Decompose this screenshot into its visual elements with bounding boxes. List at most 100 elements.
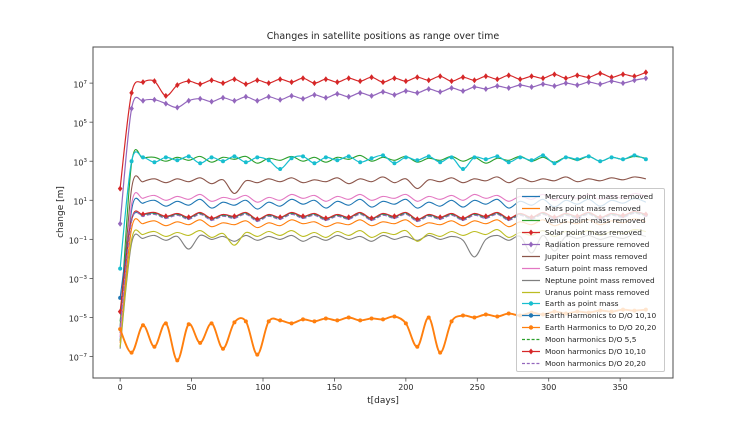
legend-line-icon [522,241,540,248]
series-marker [232,154,237,159]
legend-line-icon [522,279,540,281]
series-marker [460,74,466,81]
series-marker [449,155,454,160]
series-marker [152,96,157,103]
series-marker [197,95,203,102]
series-marker [289,156,294,161]
series-marker [243,93,249,100]
legend-label: Earth as point mass [545,299,619,309]
series-marker [438,160,443,165]
y-tick-label: 105 [73,118,87,129]
series-line [119,148,647,328]
series-marker [609,155,614,160]
series-marker [232,320,237,325]
series-marker [289,92,294,99]
series-marker [403,87,409,94]
legend-label: Jupiter point mass removed [545,251,648,261]
series-marker [358,160,363,165]
series-marker [335,318,340,323]
legend-line-icon [522,362,540,365]
series-marker [186,78,192,85]
series-marker [461,167,465,172]
legend-item: Moon harmonics D/O 20,20 [521,357,660,369]
series-marker [266,319,271,324]
series-marker [449,85,454,92]
series-marker [289,321,294,326]
series-marker [140,97,146,104]
series-marker [312,91,317,98]
series-marker [209,215,214,222]
y-tick-label: 101 [73,196,87,207]
series-marker [414,74,420,81]
y-tick-label: 103 [73,157,87,168]
legend-item: Moon harmonics D/O 10,10 [521,346,660,358]
series-marker [152,344,157,349]
series-marker [357,78,363,85]
series-marker [209,98,214,105]
series-marker [277,76,283,83]
series-marker [403,78,409,85]
series-marker [403,155,408,160]
legend-item: Earth Harmonics to D/O 20,20 [521,322,660,334]
series-marker [323,94,329,101]
legend-item: Uranus point mass removed [521,286,660,298]
series-marker [506,85,512,92]
series-marker [323,76,329,83]
series-marker [254,77,260,84]
series-marker [141,323,145,328]
series-marker [392,91,397,98]
series-marker [381,317,385,322]
series-marker [334,90,340,97]
series-marker [563,155,568,160]
series-marker [255,352,260,357]
series-marker [437,214,443,221]
legend-label: Solar point mass removed [545,228,642,238]
series-marker [540,81,546,88]
series-marker [438,350,443,355]
x-tick-label: 200 [398,383,414,392]
series-marker [186,214,192,221]
series-marker [380,88,386,95]
series-marker [346,315,351,320]
series-marker [461,313,465,318]
legend-line-icon [522,208,540,210]
series-marker [529,84,534,91]
x-tick-label: 150 [326,383,343,392]
series-marker [335,158,340,163]
series-marker [620,71,626,78]
legend-item: Neptune point mass removed [521,274,660,286]
series-marker [609,74,614,81]
series-marker [426,315,431,320]
legend-line-icon [522,348,540,355]
legend-label: Mercury point mass removed [545,192,654,202]
legend-line-icon [522,267,540,269]
series-marker [301,317,305,322]
series-marker [598,159,603,164]
series-marker [506,72,512,79]
legend-label: Moon harmonics D/O 20,20 [545,358,646,368]
series-marker [392,213,397,220]
series-marker [643,69,649,76]
series-marker [163,321,168,326]
series-marker [426,154,431,159]
legend-line-icon [522,255,540,257]
series-marker [415,158,420,163]
series-marker [266,80,272,87]
x-tick-label: 300 [541,383,557,392]
series-marker [209,321,214,326]
x-tick-label: 350 [612,383,628,392]
series-marker [609,78,614,85]
series-marker [517,82,523,89]
series-marker [152,78,157,85]
series-marker [266,93,272,100]
series-marker [163,100,169,107]
legend-item: Venus point mass removed [521,215,660,227]
legend-label: Earth Harmonics to D/O 20,20 [545,323,657,333]
series-marker [574,82,580,89]
series-marker [254,216,260,223]
legend-label: Radiation pressure removed [545,240,650,249]
series-marker [129,159,134,164]
x-axis-label: t[days] [367,396,399,406]
series-marker [312,80,317,87]
